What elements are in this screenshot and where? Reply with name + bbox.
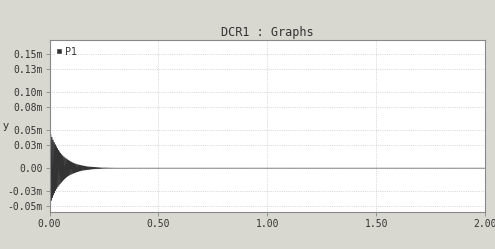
- Legend: P1: P1: [54, 45, 79, 59]
- Y-axis label: y: y: [3, 121, 9, 131]
- Title: DCR1 : Graphs: DCR1 : Graphs: [221, 26, 314, 39]
